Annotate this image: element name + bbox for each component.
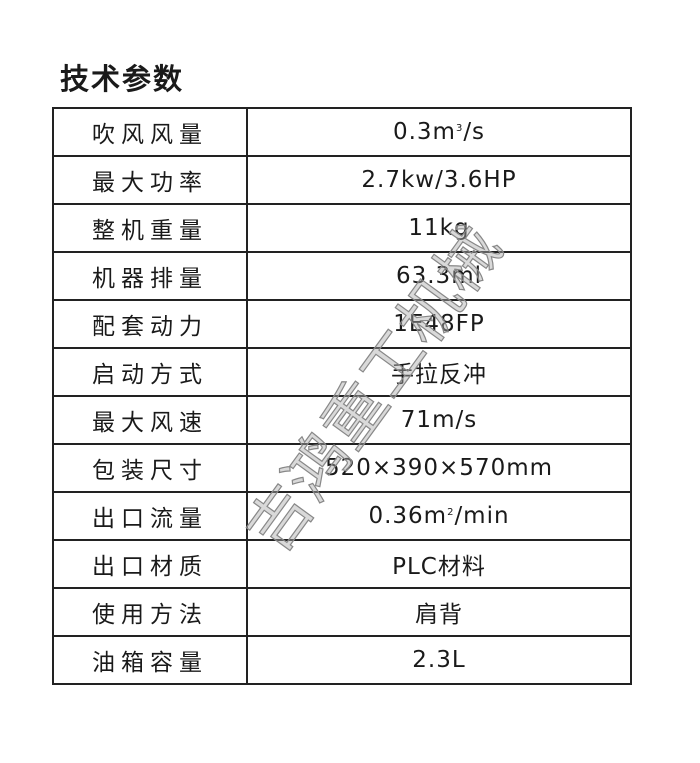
table-row: 整机重量 11kg xyxy=(52,203,632,253)
table-row: 配套动力 1E48FP xyxy=(52,299,632,349)
table-row: 最大功率 2.7kw/3.6HP xyxy=(52,155,632,205)
spec-value: 1E48FP xyxy=(393,311,485,337)
page-title: 技术参数 xyxy=(60,62,185,96)
spec-value-cell: 2.7kw/3.6HP xyxy=(246,155,632,205)
spec-value-cell: 0.36m2/min xyxy=(246,491,632,541)
spec-label: 出口流量 xyxy=(52,491,248,541)
spec-value: 11kg xyxy=(408,215,470,241)
spec-value-cell: 肩背 xyxy=(246,587,632,637)
spec-value-cell: 手拉反冲 xyxy=(246,347,632,397)
spec-value: 71m/s xyxy=(400,407,478,433)
spec-label: 使用方法 xyxy=(52,587,248,637)
table-row: 最大风速 71m/s xyxy=(52,395,632,445)
spec-value-cell: 71m/s xyxy=(246,395,632,445)
spec-label: 最大功率 xyxy=(52,155,248,205)
spec-table: 吹风风量 0.3m3/s 最大功率 2.7kw/3.6HP 整机重量 11kg 机器排量 63… xyxy=(52,107,632,685)
spec-label: 整机重量 xyxy=(52,203,248,253)
spec-label: 配套动力 xyxy=(52,299,248,349)
spec-value-cell: 11kg xyxy=(246,203,632,253)
spec-value-superscript: 3 xyxy=(455,123,464,134)
spec-value-superscript: 2 xyxy=(447,507,455,518)
table-row: 油箱容量 2.3L xyxy=(52,635,632,685)
table-row: 使用方法 肩背 xyxy=(52,587,632,637)
spec-label: 油箱容量 xyxy=(52,635,248,685)
spec-label: 机器排量 xyxy=(52,251,248,301)
table-row: 吹风风量 0.3m3/s xyxy=(52,107,632,157)
spec-value-cell: PLC材料 xyxy=(246,539,632,589)
spec-value: PLC材料 xyxy=(392,554,486,580)
table-row: 出口材质 PLC材料 xyxy=(52,539,632,589)
spec-label: 最大风速 xyxy=(52,395,248,445)
spec-value-suffix: /s xyxy=(463,119,486,145)
spec-label: 启动方式 xyxy=(52,347,248,397)
spec-value-suffix: /min xyxy=(454,503,510,529)
spec-label: 包装尺寸 xyxy=(52,443,248,493)
table-row: 机器排量 63.3ml xyxy=(52,251,632,301)
spec-value: 手拉反冲 xyxy=(391,362,487,388)
spec-value-cell: 0.3m3/s xyxy=(246,107,632,157)
spec-value: 肩背 xyxy=(415,602,463,628)
spec-value: 2.7kw/3.6HP xyxy=(361,167,517,193)
table-row: 包装尺寸 520×390×570mm xyxy=(52,443,632,493)
spec-value-cell: 63.3ml xyxy=(246,251,632,301)
spec-label: 出口材质 xyxy=(52,539,248,589)
spec-value-cell: 2.3L xyxy=(246,635,632,685)
table-row: 出口流量 0.36m2/min xyxy=(52,491,632,541)
spec-value-cell: 520×390×570mm xyxy=(246,443,632,493)
table-row: 启动方式 手拉反冲 xyxy=(52,347,632,397)
spec-value: 63.3ml xyxy=(395,263,482,289)
spec-value: 2.3L xyxy=(412,647,466,673)
spec-label: 吹风风量 xyxy=(52,107,248,157)
spec-value: 520×390×570mm xyxy=(324,455,554,481)
spec-value: 0.36m xyxy=(368,503,448,529)
spec-value: 0.3m xyxy=(392,119,456,145)
spec-value-cell: 1E48FP xyxy=(246,299,632,349)
